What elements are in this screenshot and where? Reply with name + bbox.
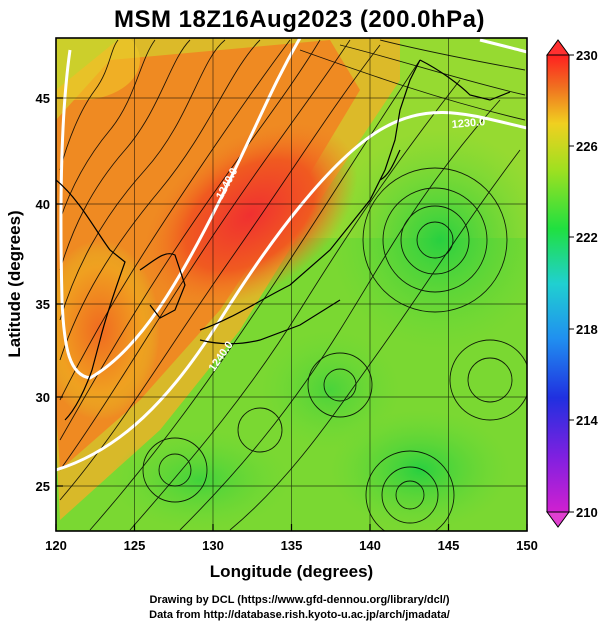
credit-drawing: Drawing by DCL (https://www.gfd-dennou.o… xyxy=(149,594,450,606)
x-tick-label: 145 xyxy=(438,538,460,553)
y-tick-label: 35 xyxy=(36,297,50,312)
x-tick-label: 130 xyxy=(202,538,224,553)
streamlines xyxy=(59,39,527,531)
x-tick-label: 125 xyxy=(124,538,146,553)
contour-label: 1230.0 xyxy=(451,116,486,131)
colorbar: 230 226 222 218 214 210 xyxy=(546,39,598,528)
y-tick-label: 45 xyxy=(36,91,50,106)
x-tick-label: 135 xyxy=(281,538,303,553)
temperature-field: 1240.0 1240.0 1230.0 xyxy=(56,38,527,531)
colorbar-tick-label: 218 xyxy=(576,322,598,337)
y-tick-label: 25 xyxy=(36,479,50,494)
colorbar-tick-label: 222 xyxy=(576,230,598,245)
colorbar-tick-label: 214 xyxy=(576,413,598,428)
x-tick-label: 150 xyxy=(516,538,538,553)
y-tick-label: 40 xyxy=(36,197,50,212)
colorbar-max-arrow xyxy=(546,39,570,56)
chart-title: MSM 18Z16Aug2023 (200.0hPa) xyxy=(114,6,485,33)
colorbar-min-arrow xyxy=(546,511,570,528)
x-ticks xyxy=(55,97,528,531)
y-tick-label: 30 xyxy=(36,390,50,405)
colorbar-tick-label: 210 xyxy=(576,505,598,520)
geopotential-contours xyxy=(56,38,527,472)
x-tick-label: 120 xyxy=(45,538,67,553)
coastlines xyxy=(56,59,511,421)
x-axis-label: Longitude (degrees) xyxy=(210,562,373,581)
credit-data: Data from http://database.rish.kyoto-u.a… xyxy=(149,609,450,621)
grid xyxy=(56,38,527,531)
colorbar-tick-label: 230 xyxy=(576,48,598,63)
x-tick-label: 140 xyxy=(359,538,381,553)
colorbar-tick-label: 226 xyxy=(576,139,598,154)
y-axis-label: Latitude (degrees) xyxy=(5,210,24,357)
